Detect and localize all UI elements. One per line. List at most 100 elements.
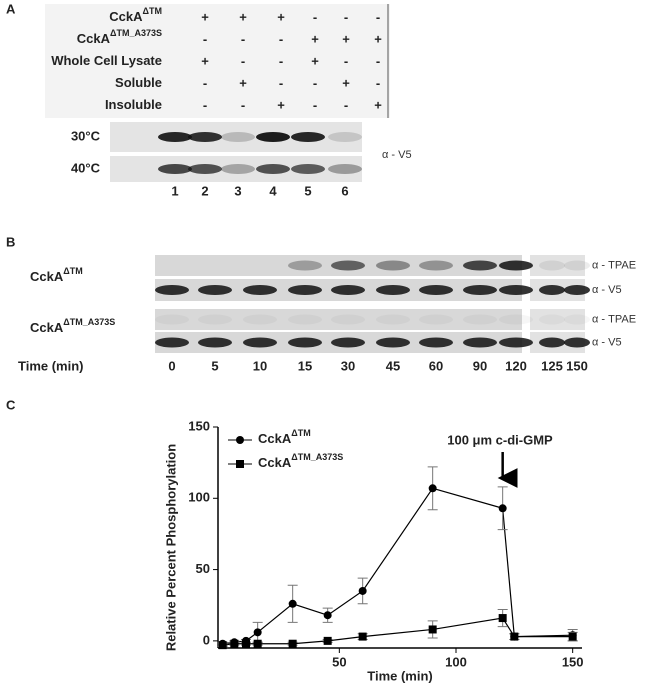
- sign: +: [201, 9, 209, 24]
- row-label: CckAΔTM_A373S: [77, 28, 162, 46]
- legend-label-main: CckA: [258, 431, 292, 446]
- legend-label-sup: ΔTM_A373S: [291, 452, 343, 462]
- legend-label: CckAΔTM_A373S: [258, 452, 343, 470]
- row-label: CckAΔTM: [109, 6, 162, 24]
- sign: +: [311, 53, 319, 68]
- annotation: 100 μm c-di-GMP: [447, 432, 553, 447]
- band: [463, 337, 497, 348]
- time-value: 90: [473, 358, 487, 373]
- lane-number: 2: [201, 183, 208, 198]
- band: [539, 260, 565, 271]
- sign: -: [344, 53, 348, 68]
- sign: -: [344, 97, 348, 112]
- row-label: Whole Cell Lysate: [51, 53, 162, 68]
- band: [188, 132, 222, 142]
- y-tick-label: 50: [196, 561, 210, 576]
- band: [564, 314, 590, 325]
- sign: -: [313, 75, 317, 90]
- band: [288, 285, 322, 295]
- lane-number: 6: [341, 183, 348, 198]
- row-label-main: Insoluble: [105, 97, 162, 112]
- band: [564, 337, 590, 348]
- sign: -: [279, 53, 283, 68]
- series-line: [222, 487, 573, 645]
- band: [499, 285, 533, 295]
- blot: [530, 309, 585, 330]
- sign: -: [376, 9, 380, 24]
- band: [243, 337, 277, 348]
- marker: [358, 632, 367, 641]
- sign: +: [374, 31, 382, 46]
- panel-label: C: [6, 397, 16, 412]
- band: [288, 260, 322, 271]
- x-axis-title: Time (min): [367, 668, 433, 683]
- band: [376, 285, 410, 295]
- sign: +: [239, 75, 247, 90]
- time-value: 15: [298, 358, 312, 373]
- table-bg: [45, 4, 390, 118]
- blot-name: CckAΔTM_A373S: [30, 317, 115, 335]
- marker: [218, 641, 227, 650]
- x-tick-label: 100: [445, 654, 467, 669]
- band: [155, 314, 189, 325]
- band: [419, 337, 453, 348]
- time-value: 120: [505, 358, 527, 373]
- band: [564, 285, 590, 295]
- marker: [323, 636, 332, 645]
- marker: [288, 639, 297, 648]
- band: [331, 285, 365, 295]
- blot-name-main: CckA: [30, 320, 64, 335]
- band: [463, 260, 497, 271]
- blot-name-sup: ΔTM_A373S: [63, 317, 115, 327]
- band: [198, 314, 232, 325]
- legend-marker: [236, 460, 244, 468]
- legend-label: CckAΔTM: [258, 428, 311, 446]
- band: [288, 337, 322, 348]
- time-value: 5: [211, 358, 218, 373]
- band: [256, 164, 290, 174]
- antibody-label: α - V5: [382, 149, 412, 161]
- band: [188, 164, 222, 174]
- band: [331, 337, 365, 348]
- legend-label-sup: ΔTM: [291, 428, 310, 438]
- band: [463, 285, 497, 295]
- y-tick-label: 150: [188, 418, 210, 433]
- marker: [253, 639, 262, 648]
- sign: -: [241, 31, 245, 46]
- y-axis-title: Relative Percent Phosphorylation: [163, 444, 178, 651]
- x-tick-label: 150: [562, 654, 584, 669]
- row-label-main: CckA: [109, 9, 143, 24]
- band: [539, 337, 565, 348]
- antibody-label: α - V5: [592, 336, 622, 348]
- sign: +: [201, 53, 209, 68]
- sign: -: [313, 9, 317, 24]
- marker: [253, 628, 262, 637]
- band: [243, 314, 277, 325]
- blot-label: 30°C: [71, 128, 101, 143]
- series-line: [222, 617, 573, 646]
- sign: -: [279, 75, 283, 90]
- blot: [155, 309, 522, 330]
- band: [331, 260, 365, 271]
- band: [158, 164, 192, 174]
- y-tick-label: 100: [188, 490, 210, 505]
- band: [376, 314, 410, 325]
- row-label-sup: ΔTM: [143, 6, 162, 16]
- time-value: 60: [429, 358, 443, 373]
- sign: +: [342, 75, 350, 90]
- lane-number: 3: [234, 183, 241, 198]
- sign: -: [203, 31, 207, 46]
- band: [539, 314, 565, 325]
- row-label-main: CckA: [77, 31, 111, 46]
- sign: +: [374, 97, 382, 112]
- sign: -: [241, 97, 245, 112]
- time-value: 45: [386, 358, 400, 373]
- sign: +: [277, 9, 285, 24]
- band: [328, 164, 362, 174]
- x-tick-label: 50: [332, 654, 346, 669]
- marker: [498, 614, 507, 623]
- panel-label: B: [6, 234, 15, 249]
- marker: [242, 639, 250, 648]
- marker: [568, 632, 577, 641]
